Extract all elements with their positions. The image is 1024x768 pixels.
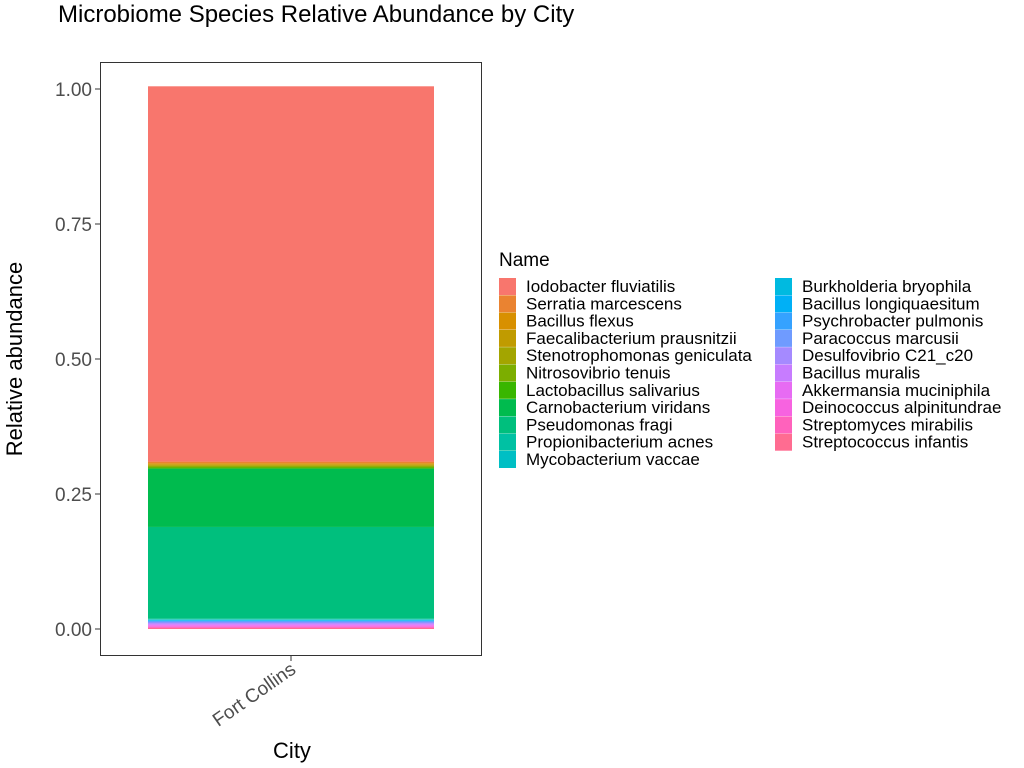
legend-label: Bacillus flexus	[526, 312, 634, 331]
legend-label: Akkermansia muciniphila	[802, 381, 991, 400]
x-tick-label: Fort Collins	[209, 659, 300, 731]
bar-segment	[148, 620, 434, 621]
legend-label: Desulfovibrio C21_c20	[802, 346, 973, 365]
legend-swatch	[499, 329, 516, 347]
legend-swatch	[775, 347, 792, 365]
bar-segment	[148, 468, 434, 527]
bar-segment	[148, 622, 434, 624]
legend-swatch	[499, 278, 516, 295]
legend-label: Faecalibacterium prausnitzii	[526, 329, 737, 348]
y-tick-label: 0.25	[55, 485, 92, 506]
bar-segment	[148, 461, 434, 464]
legend-swatch	[775, 364, 792, 382]
legend-swatch	[499, 364, 516, 382]
bar-segment	[148, 619, 434, 621]
bar-segment	[148, 621, 434, 623]
x-axis-title: City	[273, 738, 311, 763]
bar-segment	[148, 526, 434, 619]
legend-label: Streptomyces mirabilis	[802, 415, 973, 434]
legend-label: Psychrobacter pulmonis	[802, 312, 983, 331]
bar-segment	[148, 464, 434, 466]
legend-label: Pseudomonas fragi	[526, 415, 672, 434]
bar-segment	[148, 465, 434, 467]
y-axis-title: Relative abundance	[2, 262, 27, 456]
legend-label: Carnobacterium viridans	[526, 398, 710, 417]
legend-swatch	[775, 381, 792, 399]
bar-segment	[148, 86, 434, 462]
bar-segment	[148, 618, 434, 620]
legend-swatch	[499, 295, 516, 313]
chart-title: Microbiome Species Relative Abundance by…	[58, 1, 574, 28]
bar-segment	[148, 620, 434, 622]
bar-segment	[148, 467, 434, 469]
bar-segment	[148, 625, 434, 627]
bar-segment	[148, 619, 434, 620]
legend-swatch	[499, 381, 516, 399]
legend-swatch	[499, 399, 516, 417]
legend-label: Stenotrophomonas geniculata	[526, 346, 752, 365]
legend-label: Iodobacter fluviatilis	[526, 277, 675, 296]
bar-segment	[148, 627, 434, 629]
y-tick-label: 0.75	[55, 215, 92, 236]
legend-label: Lactobacillus salivarius	[526, 381, 700, 400]
legend-label: Paracoccus marcusii	[802, 329, 959, 348]
legend-label: Bacillus longiquaesitum	[802, 294, 980, 313]
legend-swatch	[499, 416, 516, 434]
legend-swatch	[775, 278, 792, 295]
legend-swatch	[775, 295, 792, 313]
legend-swatch	[775, 312, 792, 330]
y-tick-label: 1.00	[55, 80, 92, 101]
legend-title: Name	[499, 250, 550, 271]
legend-label: Deinococcus alpinitundrae	[802, 398, 1001, 417]
x-axis-ticks: Fort Collins	[209, 656, 300, 731]
bar-segment	[148, 626, 434, 628]
legend-swatch	[499, 433, 516, 451]
legend-label: Bacillus muralis	[802, 364, 920, 383]
legend-label: Burkholderia bryophila	[802, 277, 972, 296]
legend-swatch	[499, 347, 516, 365]
legend-label: Propionibacterium acnes	[526, 433, 713, 452]
bar-segments	[148, 86, 434, 629]
legend-swatch	[775, 329, 792, 347]
bar-segment	[148, 623, 434, 625]
legend-swatch	[499, 451, 516, 468]
legend-label: Mycobacterium vaccae	[526, 450, 700, 469]
bar-segment	[148, 463, 434, 465]
legend-swatch	[775, 416, 792, 434]
y-tick-label: 0.50	[55, 350, 92, 371]
legend-swatch	[775, 399, 792, 417]
y-tick-label: 0.00	[55, 620, 92, 641]
legend-swatch	[775, 433, 792, 451]
bar-segment	[148, 466, 434, 468]
legend-label: Nitrosovibrio tenuis	[526, 364, 671, 383]
legend-swatch	[499, 312, 516, 330]
legend-label: Serratia marcescens	[526, 294, 682, 313]
y-axis-ticks: 0.00 0.25 0.50 0.75 1.00	[55, 80, 100, 641]
bar-segment	[148, 624, 434, 626]
legend-label: Streptococcus infantis	[802, 433, 968, 452]
